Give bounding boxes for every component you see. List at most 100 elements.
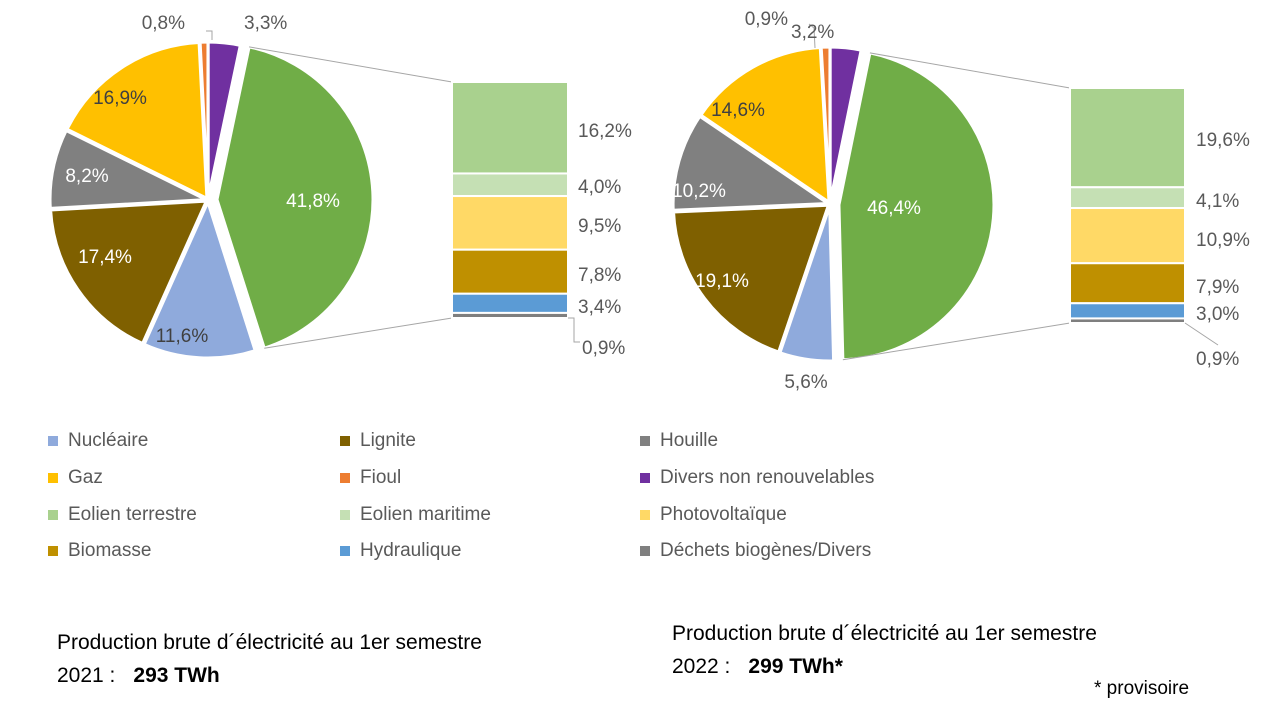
chart-1: 3,2% 46,4% 5,6% 19,1% 10,2% 14,6% 0,9% 19,6% 4,1… <box>671 9 1250 393</box>
legend-item-hydraulique: Hydraulique <box>340 540 461 562</box>
pie-label-divers-non-renouvelables: 3,2% <box>791 22 834 43</box>
bar-label-biomasse: 7,9% <box>1196 277 1239 298</box>
leader-line <box>808 23 816 49</box>
pie-slice-fioul <box>819 45 832 203</box>
pie-label-fioul: 0,9% <box>745 9 788 30</box>
legend-label: Hydraulique <box>360 540 462 561</box>
legend-label: Eolien maritime <box>360 504 491 525</box>
connector-line-top <box>869 52 1071 89</box>
bar-label-biomasse: 7,8% <box>578 265 621 286</box>
legend-label: Fioul <box>360 467 402 488</box>
bar-segment-dechets-biogenes-divers <box>451 311 569 320</box>
chart-0: 3,3% 41,8% 11,6% 17,4% 8,2% 16,9% 0,8% 16,2% 4,0… <box>48 13 632 360</box>
legend-label: Photovoltaïque <box>660 504 787 525</box>
bar-segment-biomasse <box>451 248 569 295</box>
bar-label-dechets-biogenes-divers: 0,9% <box>1196 349 1239 370</box>
leader-line <box>206 30 213 40</box>
legend-swatch <box>340 436 350 446</box>
bar-label-eolien-maritime: 4,0% <box>578 177 621 198</box>
bar-label-photovoltaique: 10,9% <box>1196 230 1250 251</box>
pie-slice-houille <box>671 114 833 212</box>
footnote: * provisoire <box>1094 678 1190 699</box>
pie-slice-fioul <box>198 40 210 199</box>
leader-line <box>1184 322 1219 346</box>
caption-line1: Production brute d´électricité au 1er se… <box>57 631 482 654</box>
pie-label-lignite: 17,4% <box>78 247 132 268</box>
pie-slice-lignite <box>49 199 209 346</box>
pie-label-nucleaire: 11,6% <box>156 326 209 347</box>
bar-label-eolien-terrestre: 19,6% <box>1196 130 1250 151</box>
bar-segment-photovoltaique <box>1069 207 1186 265</box>
caption-line1: Production brute d´électricité au 1er se… <box>672 622 1097 645</box>
pie-label-nucleaire: 5,6% <box>784 372 827 393</box>
legend-item-divers-non-renouvelables: Divers non renouvelables <box>640 467 874 489</box>
legend-swatch <box>640 546 650 556</box>
caption-total: 293 TWh <box>133 664 220 687</box>
caption-2021: Production brute d´électricité au 1er se… <box>57 626 482 692</box>
legend-item-nucleaire: Nucléaire <box>48 430 148 452</box>
legend-swatch <box>48 436 58 446</box>
legend-label: Nucléaire <box>68 430 149 451</box>
pie-label-gaz: 14,6% <box>711 100 765 121</box>
bar-label-photovoltaique: 9,5% <box>578 216 621 237</box>
legend-swatch <box>340 510 350 520</box>
legend-item-biomasse: Biomasse <box>48 540 151 562</box>
bar-label-hydraulique: 3,4% <box>578 297 621 318</box>
legend-item-lignite: Lignite <box>340 430 416 452</box>
legend-label: Déchets biogènes/Divers <box>660 540 872 561</box>
pie-label-renouvelables: 41,8% <box>286 191 340 212</box>
leader-line <box>568 317 580 343</box>
bar-segment-biomasse <box>1069 262 1186 305</box>
legend-item-photovoltaique: Photovoltaïque <box>640 504 787 526</box>
legend-swatch <box>48 473 58 483</box>
bar-segment-eolien-maritime <box>451 172 569 198</box>
caption-year: 2021 : <box>57 664 116 687</box>
pie-slice-gaz <box>698 45 831 206</box>
legend-label: Eolien terrestre <box>68 504 197 525</box>
pie-label-lignite: 19,1% <box>695 271 749 292</box>
bar-segment-eolien-terrestre <box>1069 87 1186 189</box>
bar-label-hydraulique: 3,0% <box>1196 304 1239 325</box>
pie-slice-nucleaire <box>142 197 258 360</box>
pie-slice-renouvelables <box>837 51 996 362</box>
legend-label: Lignite <box>360 430 416 451</box>
legend-label: Divers non renouvelables <box>660 467 875 488</box>
bar-segment-dechets-biogenes-divers <box>1069 317 1186 324</box>
legend-swatch <box>640 436 650 446</box>
legend-item-eolien-maritime: Eolien maritime <box>340 504 491 526</box>
pie-label-renouvelables: 46,4% <box>867 198 921 219</box>
bar-segment-hydraulique <box>451 292 569 314</box>
pie-slice-nucleaire <box>778 205 836 363</box>
connector-line-top <box>249 46 453 83</box>
pie-label-houille: 10,2% <box>672 181 726 202</box>
pie-label-houille: 8,2% <box>65 166 108 187</box>
legend-swatch <box>48 546 58 556</box>
pie-slice-houille <box>48 128 212 210</box>
legend-swatch <box>340 473 350 483</box>
bar-label-eolien-maritime: 4,1% <box>1196 191 1239 212</box>
bar-segment-hydraulique <box>1069 302 1186 320</box>
legend-swatch <box>640 510 650 520</box>
pie-slice-gaz <box>65 40 209 201</box>
bar-segment-eolien-terrestre <box>451 81 569 175</box>
caption-2022: Production brute d´électricité au 1er se… <box>672 617 1097 683</box>
bar-segment-eolien-maritime <box>1069 186 1186 210</box>
legend-swatch <box>340 546 350 556</box>
legend-swatch <box>640 473 650 483</box>
legend-item-gaz: Gaz <box>48 467 103 489</box>
bar-label-dechets-biogenes-divers: 0,9% <box>582 338 625 359</box>
legend-label: Biomasse <box>68 540 152 561</box>
bar-label-eolien-terrestre: 16,2% <box>578 121 632 142</box>
pie-slice-lignite <box>671 203 831 354</box>
pie-label-gaz: 16,9% <box>93 88 147 109</box>
legend-item-fioul: Fioul <box>340 467 401 489</box>
connector-line-bottom <box>264 317 453 349</box>
legend-item-dechets-biogenes-divers: Déchets biogènes/Divers <box>640 540 871 562</box>
legend-swatch <box>48 510 58 520</box>
legend-item-houille: Houille <box>640 430 718 452</box>
bar-segment-photovoltaique <box>451 195 569 251</box>
caption-year: 2022 : <box>672 655 731 678</box>
legend-item-eolien-terrestre: Eolien terrestre <box>48 504 197 526</box>
connector-line-bottom <box>842 322 1071 361</box>
